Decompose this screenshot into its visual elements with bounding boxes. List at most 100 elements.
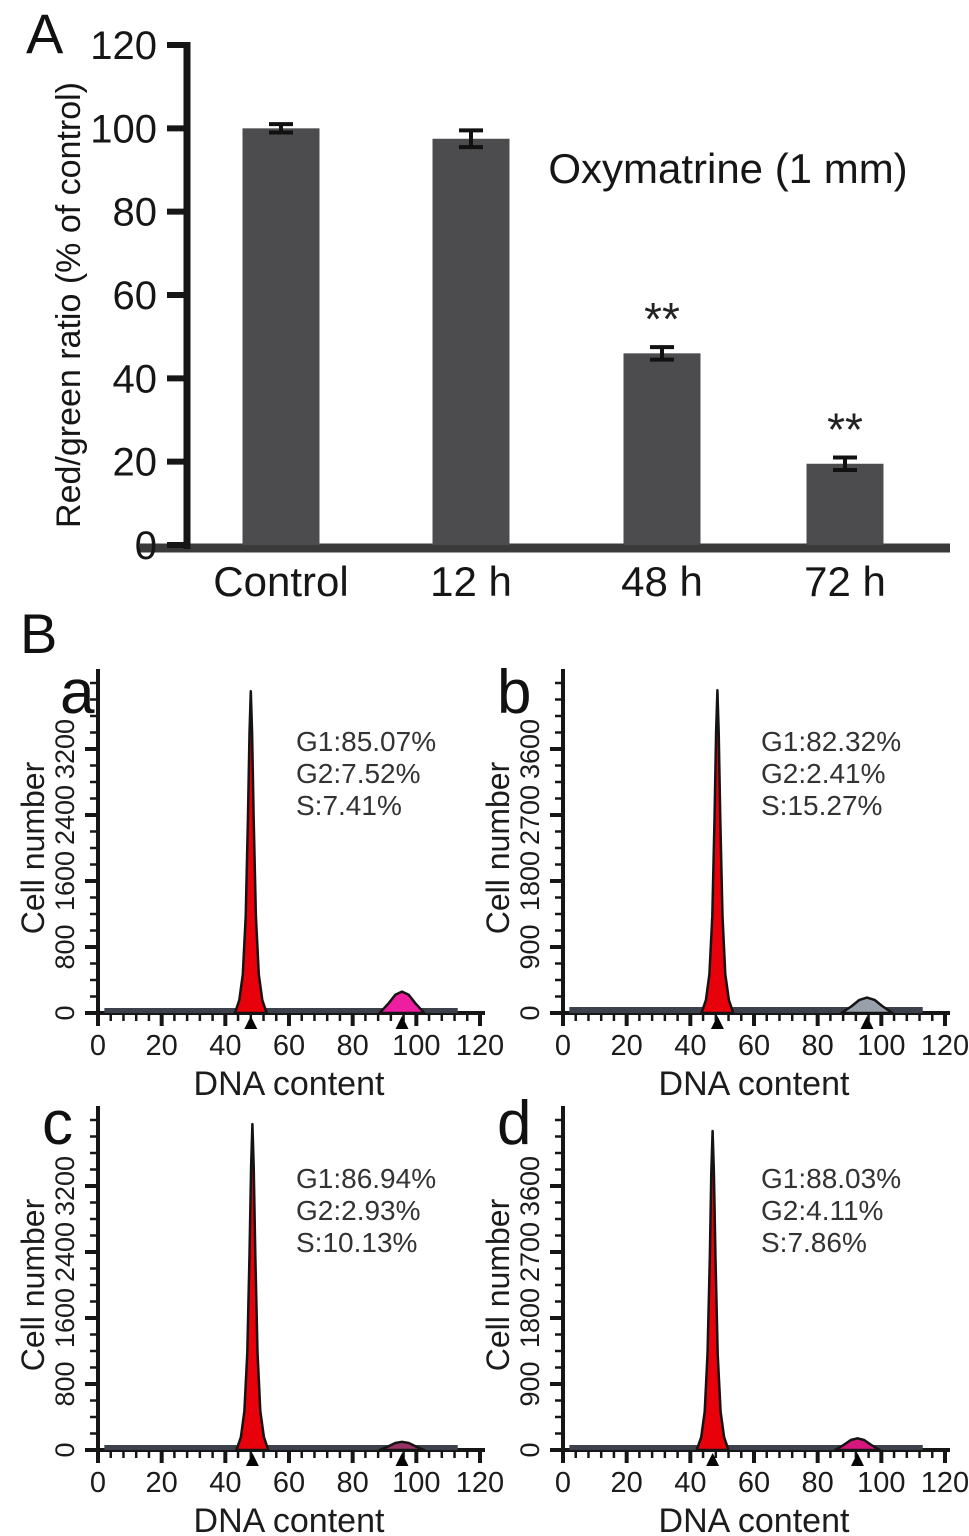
x-tick-label: 60 bbox=[738, 1467, 770, 1499]
significance-marker: ** bbox=[827, 404, 863, 456]
x-tick-label: 40 bbox=[674, 1030, 706, 1062]
stats-line: G1:85.07% bbox=[296, 726, 436, 757]
x-axis-title: DNA content bbox=[659, 1065, 850, 1103]
y-tick-label: 800 bbox=[50, 1361, 80, 1406]
subpanel-letter: a bbox=[60, 658, 95, 727]
x-category-label: Control bbox=[213, 558, 348, 605]
x-tick-label: 60 bbox=[738, 1030, 770, 1062]
bar bbox=[242, 128, 320, 546]
stats-line: S:10.13% bbox=[296, 1227, 417, 1258]
x-tick-label: 20 bbox=[611, 1467, 643, 1499]
x-tick-label: 40 bbox=[209, 1467, 241, 1499]
x-tick-label: 0 bbox=[90, 1030, 106, 1062]
x-tick-label: 80 bbox=[337, 1030, 369, 1062]
x-tick-label: 20 bbox=[611, 1030, 643, 1062]
subpanel-letter: b bbox=[497, 658, 531, 727]
histogram-b: 0 900 1800 2700 3600 0 20 40 60 80 100 120 DNA conte… bbox=[480, 658, 969, 1103]
y-tick-label: 0 bbox=[515, 1442, 545, 1457]
x-tick-label: 0 bbox=[90, 1467, 106, 1499]
histogram-d: 0 900 1800 2700 3600 0 20 40 60 80 100 120 DNA conte… bbox=[480, 1089, 969, 1536]
y-tick-label: 1800 bbox=[515, 851, 545, 911]
panel-b-label: B bbox=[20, 602, 58, 665]
stats-line: G1:88.03% bbox=[761, 1163, 901, 1194]
x-tick-label: 120 bbox=[921, 1030, 969, 1062]
y-axis-title: Cell number bbox=[15, 761, 51, 934]
g1-peak bbox=[695, 1129, 730, 1452]
y-tick-label: 900 bbox=[515, 1361, 545, 1406]
subpanel-letter: c bbox=[42, 1089, 73, 1158]
stats-line: G2:7.52% bbox=[296, 758, 421, 789]
bar bbox=[806, 463, 884, 545]
g1-peak bbox=[233, 690, 268, 1015]
g1-peak bbox=[235, 1122, 270, 1452]
y-tick-label: 100 bbox=[90, 107, 157, 151]
y-tick-label: 2700 bbox=[515, 785, 545, 845]
y-tick-label: 3200 bbox=[50, 719, 80, 779]
y-tick-label: 1600 bbox=[50, 851, 80, 911]
x-tick-label: 80 bbox=[337, 1467, 369, 1499]
x-tick-label: 100 bbox=[857, 1467, 905, 1499]
y-tick-label: 2400 bbox=[50, 1222, 80, 1282]
stats-line: G2:2.93% bbox=[296, 1195, 421, 1226]
x-tick-label: 120 bbox=[921, 1467, 969, 1499]
baseline-trace bbox=[104, 1445, 458, 1450]
chart-annotation: Oxymatrine (1 mm) bbox=[548, 145, 907, 192]
y-tick-label: 3600 bbox=[515, 719, 545, 779]
stats-line: G1:86.94% bbox=[296, 1163, 436, 1194]
y-tick-label: 900 bbox=[515, 924, 545, 969]
phase-marker-triangle bbox=[245, 1453, 259, 1466]
phase-marker-triangle bbox=[244, 1016, 258, 1029]
phase-marker-triangle bbox=[706, 1453, 720, 1466]
x-tick-label: 20 bbox=[146, 1467, 178, 1499]
x-tick-label: 40 bbox=[209, 1030, 241, 1062]
x-tick-label: 80 bbox=[802, 1030, 834, 1062]
histogram-a: 0 800 1600 2400 3200 0 20 40 60 80 100 120 DNA conte… bbox=[15, 658, 504, 1103]
g2-peak bbox=[378, 990, 426, 1015]
phase-marker-triangle bbox=[395, 1453, 409, 1466]
stats-line: S:15.27% bbox=[761, 790, 882, 821]
y-tick-label: 0 bbox=[135, 524, 157, 568]
y-tick-label: 3600 bbox=[515, 1156, 545, 1216]
g1-peak bbox=[700, 689, 735, 1015]
y-axis-title: Red/green ratio (% of control) bbox=[50, 82, 88, 528]
x-tick-label: 120 bbox=[456, 1467, 504, 1499]
y-tick-label: 1800 bbox=[515, 1288, 545, 1348]
y-tick-label: 80 bbox=[113, 191, 158, 235]
stats-line: G1:82.32% bbox=[761, 726, 901, 757]
x-tick-label: 40 bbox=[674, 1467, 706, 1499]
y-tick-label: 40 bbox=[113, 357, 158, 401]
y-tick-label: 1600 bbox=[50, 1288, 80, 1348]
stats-line: G2:2.41% bbox=[761, 758, 886, 789]
y-tick-label: 120 bbox=[90, 24, 157, 68]
baseline-trace bbox=[104, 1008, 458, 1013]
stats-line: S:7.86% bbox=[761, 1227, 867, 1258]
y-tick-label: 60 bbox=[113, 274, 158, 318]
y-tick-label: 2700 bbox=[515, 1222, 545, 1282]
y-tick-label: 800 bbox=[50, 924, 80, 969]
x-tick-label: 100 bbox=[857, 1030, 905, 1062]
x-axis-title: DNA content bbox=[194, 1502, 385, 1536]
x-axis-title: DNA content bbox=[194, 1065, 385, 1103]
y-tick-label: 0 bbox=[515, 1005, 545, 1020]
x-tick-label: 20 bbox=[146, 1030, 178, 1062]
y-tick-label: 0 bbox=[50, 1005, 80, 1020]
x-axis-title: DNA content bbox=[659, 1502, 850, 1536]
y-tick-label: 3200 bbox=[50, 1156, 80, 1216]
baseline-trace bbox=[569, 1007, 923, 1013]
x-tick-label: 60 bbox=[273, 1467, 305, 1499]
x-tick-label: 0 bbox=[555, 1030, 571, 1062]
stats-line: G2:4.11% bbox=[761, 1195, 883, 1226]
phase-marker-triangle bbox=[860, 1016, 874, 1029]
phase-marker-triangle bbox=[850, 1453, 864, 1466]
g2-peak bbox=[840, 996, 894, 1015]
x-category-label: 48 h bbox=[621, 558, 703, 605]
significance-marker: ** bbox=[644, 293, 680, 345]
y-tick-label: 20 bbox=[113, 441, 158, 485]
stats-line: S:7.41% bbox=[296, 790, 402, 821]
x-tick-label: 60 bbox=[273, 1030, 305, 1062]
x-tick-label: 100 bbox=[392, 1467, 440, 1499]
subpanel-letter: d bbox=[497, 1089, 531, 1158]
x-category-label: 72 h bbox=[804, 558, 886, 605]
